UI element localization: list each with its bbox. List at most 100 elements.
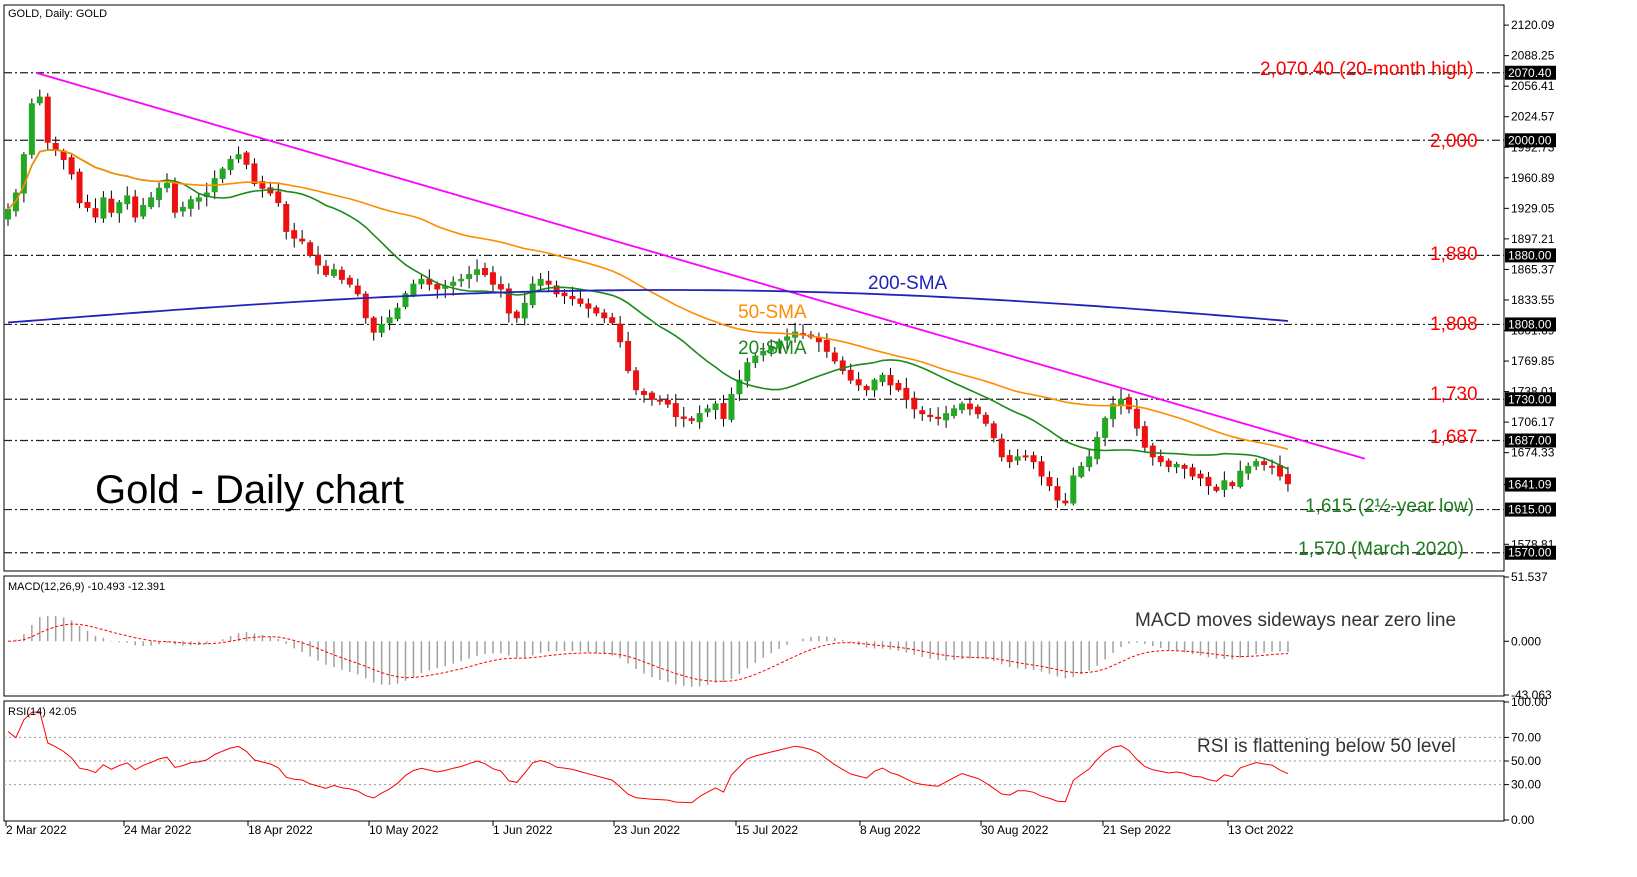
rsi-line [7, 711, 1289, 804]
candle-body [219, 168, 226, 179]
candle-body [259, 181, 266, 189]
candle-body [1261, 461, 1268, 465]
chart-title: Gold - Daily chart [95, 468, 404, 512]
candle-body [338, 269, 345, 280]
candle-body [1070, 475, 1077, 504]
macd-signal-line [7, 623, 1289, 682]
level-price-badge [1505, 502, 1556, 517]
candle-body [410, 283, 417, 296]
candle-body [466, 274, 473, 280]
time-tick-label: 8 Aug 2022 [860, 823, 921, 837]
candle-body [529, 283, 536, 306]
candle-body [887, 375, 894, 386]
candle-body [720, 403, 727, 419]
price-tick-label: 1865.37 [1511, 262, 1555, 276]
candle-body [1054, 486, 1061, 501]
candle-body [386, 317, 393, 324]
candle-body [1157, 456, 1164, 463]
candle-body [1006, 455, 1013, 463]
candle-body [124, 195, 131, 205]
candle-body [489, 272, 496, 285]
macd-tick-label: -43.063 [1511, 688, 1552, 702]
candle-body [235, 154, 242, 160]
candle-body [108, 198, 115, 213]
candle-body [839, 360, 846, 371]
candle-body [982, 414, 989, 424]
candle-body [784, 336, 791, 341]
candle-body [44, 96, 51, 143]
candle-body [362, 293, 369, 319]
candle-body [831, 352, 838, 362]
candle-body [585, 303, 592, 309]
candle-body [1141, 426, 1148, 448]
time-tick-label: 21 Sep 2022 [1103, 823, 1171, 837]
level-price-badge [1505, 545, 1556, 560]
candle-body [680, 416, 687, 419]
macd-note: MACD moves sideways near zero line [1135, 610, 1456, 631]
candle-body [879, 374, 886, 383]
level-price-badge [1505, 248, 1556, 263]
candle-body [5, 208, 11, 220]
macd-series: 51.537 0.000 -43.063 [7, 570, 1552, 702]
annotation-high-2070: 2,070.40 (20-month high) [1260, 59, 1473, 80]
macd-label: MACD(12,26,9) -10.493 -12.391 [8, 581, 165, 593]
candle-body [641, 390, 647, 395]
candle-body [664, 399, 671, 405]
candle-body [521, 302, 528, 319]
candle-body [1062, 500, 1069, 504]
candle-body [92, 208, 99, 218]
rsi-label: RSI(14) 42.05 [8, 706, 76, 718]
annotation-low-1615: 1,615 (2½-year low) [1305, 496, 1474, 517]
annotation-low-1570: 1,570 (March 2020) [1298, 539, 1464, 560]
time-tick-label: 2 Mar 2022 [6, 823, 67, 837]
rsi-tick-label: 50.00 [1511, 754, 1541, 768]
price-tick-label: 2024.57 [1511, 110, 1555, 124]
candle-body [227, 158, 234, 171]
time-tick-label: 13 Oct 2022 [1228, 823, 1294, 837]
macd-panel-frame [3, 575, 1505, 697]
descending-trendline [35, 71, 1366, 460]
candle-body [378, 323, 385, 333]
level-price-label: 2000.00 [1508, 133, 1552, 147]
price-tick-label: 1674.33 [1511, 446, 1555, 460]
candle-body [179, 206, 186, 212]
price-panel-frame [3, 4, 1505, 572]
price-tick-label: 1706.17 [1511, 415, 1555, 429]
candle-body [951, 408, 958, 417]
candle-body [617, 323, 624, 343]
candle-body [370, 317, 377, 333]
candle-body [1133, 408, 1140, 429]
rsi-note: RSI is flattening below 50 level [1197, 736, 1456, 757]
candle-body [171, 183, 178, 213]
candle-body [458, 278, 465, 282]
candle-body [1181, 464, 1188, 469]
candle-body [291, 230, 298, 239]
candle-body [1030, 455, 1037, 463]
rsi-tick-label: 100.00 [1511, 695, 1548, 709]
rsi-series: 100.00 70.00 50.00 30.00 0.00 [4, 695, 1548, 827]
level-price-label: 1880.00 [1508, 248, 1552, 262]
price-tick-label: 1929.05 [1511, 201, 1555, 215]
candle-body [760, 350, 767, 356]
candle-body [553, 285, 560, 295]
price-tick-label: 1960.89 [1511, 171, 1555, 185]
candle-body [1245, 465, 1252, 474]
candle-body [394, 307, 401, 320]
candle-body [1165, 460, 1172, 467]
macd-tick-label: 51.537 [1511, 570, 1548, 584]
candle-body [847, 369, 854, 381]
candle-body [474, 269, 481, 275]
time-tick-label: 23 Jun 2022 [614, 823, 680, 837]
candlestick-series [5, 89, 1291, 508]
candle-body [1094, 437, 1101, 460]
level-price-label: 1687.00 [1508, 434, 1552, 448]
candle-body [1022, 455, 1029, 458]
candle-body [1086, 456, 1093, 468]
candle-body [195, 197, 202, 202]
candle-body [513, 311, 520, 319]
annotation-level-2000: 2,000 [1430, 131, 1478, 152]
candle-body [752, 355, 759, 364]
candle-body [648, 392, 655, 400]
candle-body [148, 197, 155, 208]
candle-body [974, 406, 981, 415]
